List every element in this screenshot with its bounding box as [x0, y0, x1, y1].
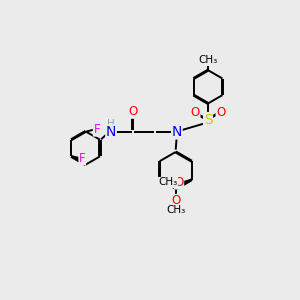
Text: O: O: [191, 106, 200, 119]
Text: H: H: [107, 119, 115, 130]
Text: F: F: [93, 123, 100, 136]
Text: CH₃: CH₃: [198, 56, 218, 65]
Text: O: O: [128, 105, 138, 118]
Text: O: O: [174, 176, 184, 189]
Text: S: S: [204, 112, 212, 127]
Text: CH₃: CH₃: [166, 205, 185, 215]
Text: N: N: [106, 125, 116, 139]
Text: N: N: [172, 125, 182, 139]
Text: F: F: [79, 152, 86, 165]
Text: O: O: [171, 194, 180, 207]
Text: O: O: [216, 106, 225, 119]
Text: CH₃: CH₃: [158, 178, 178, 188]
